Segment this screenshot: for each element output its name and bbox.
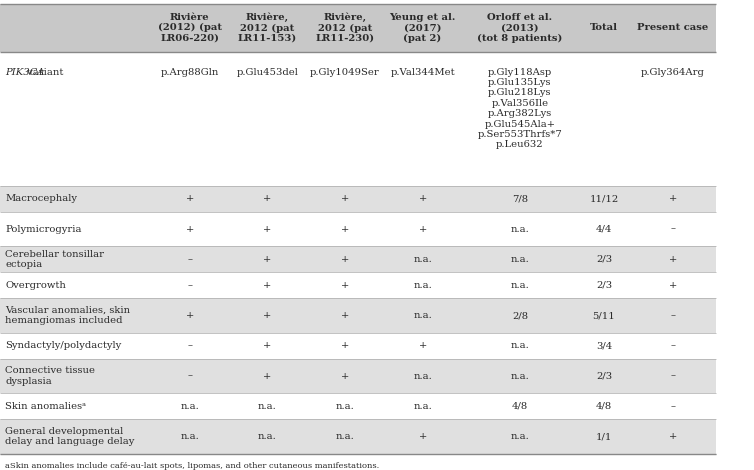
Text: +: + bbox=[341, 311, 349, 320]
Bar bbox=[0, 212, 716, 246]
Bar bbox=[0, 186, 716, 212]
Text: p.Glu453del: p.Glu453del bbox=[236, 68, 299, 77]
Text: n.a.: n.a. bbox=[510, 225, 529, 234]
Text: Present case: Present case bbox=[637, 24, 709, 32]
Text: Total: Total bbox=[590, 24, 618, 32]
Bar bbox=[0, 52, 716, 186]
Text: +: + bbox=[341, 255, 349, 264]
Text: n.a.: n.a. bbox=[180, 402, 199, 411]
Text: p.Val344Met: p.Val344Met bbox=[391, 68, 455, 77]
Text: +: + bbox=[185, 225, 194, 234]
Text: +: + bbox=[185, 194, 194, 203]
Text: +: + bbox=[263, 372, 271, 381]
Text: aSkin anomalies include café-au-lait spots, lipomas, and other cutaneous manifes: aSkin anomalies include café-au-lait spo… bbox=[5, 462, 379, 470]
Text: +: + bbox=[669, 194, 677, 203]
Text: –: – bbox=[187, 255, 192, 264]
Text: General developmental
delay and language delay: General developmental delay and language… bbox=[5, 427, 134, 446]
Text: 4/8: 4/8 bbox=[596, 402, 612, 411]
Text: n.a.: n.a. bbox=[510, 281, 529, 290]
Text: Macrocephaly: Macrocephaly bbox=[5, 194, 77, 203]
Text: +: + bbox=[185, 311, 194, 320]
Text: n.a.: n.a. bbox=[413, 402, 432, 411]
Text: +: + bbox=[341, 281, 349, 290]
Text: n.a.: n.a. bbox=[413, 281, 432, 290]
Text: Overgrowth: Overgrowth bbox=[5, 281, 66, 290]
Text: –: – bbox=[187, 281, 192, 290]
Text: +: + bbox=[263, 225, 271, 234]
Bar bbox=[0, 246, 716, 272]
Text: +: + bbox=[341, 372, 349, 381]
Text: p.Gly1049Ser: p.Gly1049Ser bbox=[310, 68, 380, 77]
Text: variant: variant bbox=[24, 68, 63, 77]
Bar bbox=[0, 4, 716, 52]
Text: –: – bbox=[670, 225, 676, 234]
Text: +: + bbox=[341, 225, 349, 234]
Text: p.Gly118Asp
p.Glu135Lys
p.Glu218Lys
p.Val356Ile
p.Arg382Lys
p.Glu545Ala+
p.Ser55: p.Gly118Asp p.Glu135Lys p.Glu218Lys p.Va… bbox=[477, 68, 562, 149]
Text: 2/8: 2/8 bbox=[512, 311, 528, 320]
Text: +: + bbox=[418, 225, 427, 234]
Text: –: – bbox=[670, 402, 676, 411]
Bar bbox=[0, 359, 716, 393]
Text: Cerebellar tonsillar
ectopia: Cerebellar tonsillar ectopia bbox=[5, 250, 104, 269]
Text: Rivière,
2012 (pat
LR11-153): Rivière, 2012 (pat LR11-153) bbox=[238, 13, 297, 43]
Text: +: + bbox=[263, 194, 271, 203]
Text: +: + bbox=[418, 194, 427, 203]
Text: n.a.: n.a. bbox=[413, 311, 432, 320]
Text: +: + bbox=[418, 341, 427, 350]
Text: p.Arg88Gln: p.Arg88Gln bbox=[161, 68, 219, 77]
Text: n.a.: n.a. bbox=[510, 432, 529, 441]
Text: p.Gly364Arg: p.Gly364Arg bbox=[641, 68, 705, 77]
Text: Rivière
(2012) (pat
LR06-220): Rivière (2012) (pat LR06-220) bbox=[158, 13, 222, 43]
Text: –: – bbox=[187, 341, 192, 350]
Text: +: + bbox=[669, 255, 677, 264]
Text: +: + bbox=[341, 341, 349, 350]
Text: –: – bbox=[670, 341, 676, 350]
Text: n.a.: n.a. bbox=[258, 432, 277, 441]
Text: Vascular anomalies, skin
hemangiomas included: Vascular anomalies, skin hemangiomas inc… bbox=[5, 306, 130, 325]
Text: +: + bbox=[263, 255, 271, 264]
Text: Yeung et al.
(2017)
(pat 2): Yeung et al. (2017) (pat 2) bbox=[389, 13, 456, 43]
Text: 4/8: 4/8 bbox=[512, 402, 528, 411]
Text: +: + bbox=[669, 281, 677, 290]
Text: +: + bbox=[263, 281, 271, 290]
Text: 1/1: 1/1 bbox=[596, 432, 612, 441]
Text: –: – bbox=[670, 311, 676, 320]
Text: 2/3: 2/3 bbox=[596, 255, 612, 264]
Text: 3/4: 3/4 bbox=[596, 341, 612, 350]
Bar bbox=[0, 333, 716, 359]
Text: Rivière,
2012 (pat
LR11-230): Rivière, 2012 (pat LR11-230) bbox=[315, 13, 375, 43]
Text: +: + bbox=[341, 194, 349, 203]
Text: 2/3: 2/3 bbox=[596, 372, 612, 381]
Bar bbox=[0, 272, 716, 298]
Text: +: + bbox=[418, 432, 427, 441]
Text: Skin anomaliesᵃ: Skin anomaliesᵃ bbox=[5, 402, 86, 411]
Bar bbox=[0, 419, 716, 454]
Text: n.a.: n.a. bbox=[413, 372, 432, 381]
Text: PIK3CA: PIK3CA bbox=[5, 68, 44, 77]
Text: n.a.: n.a. bbox=[510, 255, 529, 264]
Text: n.a.: n.a. bbox=[258, 402, 277, 411]
Text: Orloff et al.
(2013)
(tot 8 patients): Orloff et al. (2013) (tot 8 patients) bbox=[477, 13, 562, 43]
Text: +: + bbox=[263, 341, 271, 350]
Text: 5/11: 5/11 bbox=[593, 311, 615, 320]
Text: n.a.: n.a. bbox=[413, 255, 432, 264]
Text: –: – bbox=[187, 372, 192, 381]
Text: +: + bbox=[669, 432, 677, 441]
Bar bbox=[0, 393, 716, 419]
Text: n.a.: n.a. bbox=[336, 402, 354, 411]
Bar bbox=[0, 298, 716, 333]
Text: –: – bbox=[670, 372, 676, 381]
Text: n.a.: n.a. bbox=[510, 372, 529, 381]
Text: n.a.: n.a. bbox=[510, 341, 529, 350]
Text: Polymicrogyria: Polymicrogyria bbox=[5, 225, 81, 234]
Text: +: + bbox=[263, 311, 271, 320]
Text: Connective tissue
dysplasia: Connective tissue dysplasia bbox=[5, 367, 95, 386]
Text: n.a.: n.a. bbox=[336, 432, 354, 441]
Text: 11/12: 11/12 bbox=[590, 194, 618, 203]
Text: 4/4: 4/4 bbox=[596, 225, 612, 234]
Text: 2/3: 2/3 bbox=[596, 281, 612, 290]
Text: 7/8: 7/8 bbox=[512, 194, 528, 203]
Text: n.a.: n.a. bbox=[180, 432, 199, 441]
Text: Syndactyly/polydactyly: Syndactyly/polydactyly bbox=[5, 341, 121, 350]
